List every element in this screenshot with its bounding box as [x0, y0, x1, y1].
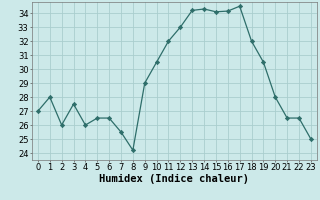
X-axis label: Humidex (Indice chaleur): Humidex (Indice chaleur): [100, 174, 249, 184]
